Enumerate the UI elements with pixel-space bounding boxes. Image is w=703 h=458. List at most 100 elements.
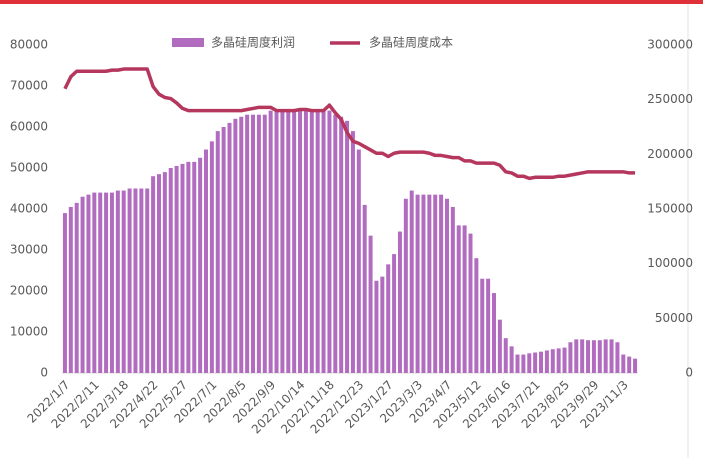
- bar: [98, 192, 103, 373]
- bar: [262, 114, 267, 373]
- bar: [86, 194, 91, 373]
- bar: [274, 110, 279, 373]
- bar: [68, 206, 73, 373]
- bar: [180, 163, 185, 373]
- bar: [621, 354, 626, 373]
- bar: [433, 194, 438, 373]
- bar: [550, 349, 555, 373]
- bar: [486, 278, 491, 373]
- bar: [368, 235, 373, 373]
- bar: [403, 198, 408, 373]
- bar: [215, 131, 220, 373]
- bar: [145, 188, 150, 373]
- bar: [609, 339, 614, 373]
- bar: [539, 351, 544, 373]
- bar: [315, 110, 320, 373]
- bar: [256, 114, 261, 373]
- bar: [462, 225, 467, 373]
- y-tick-label: 20000: [10, 284, 48, 298]
- y2-tick-label: 150000: [647, 202, 693, 216]
- bar: [209, 141, 214, 373]
- bar: [450, 206, 455, 373]
- bar: [104, 192, 109, 373]
- bar: [615, 342, 620, 373]
- bar: [556, 348, 561, 373]
- y2-tick-label: 200000: [647, 147, 693, 161]
- bar: [603, 339, 608, 373]
- line: [63, 67, 636, 181]
- bar: [198, 157, 203, 373]
- bar: [74, 202, 79, 373]
- bar: [380, 276, 385, 373]
- bar: [239, 116, 244, 373]
- top-strip: [0, 0, 703, 4]
- bar: [280, 110, 285, 373]
- bar: [392, 254, 397, 373]
- bar: [303, 110, 308, 373]
- bar: [415, 194, 420, 373]
- y-tick-label: 40000: [10, 202, 48, 216]
- bar: [109, 192, 114, 373]
- bar: [227, 122, 232, 374]
- bar: [562, 347, 567, 373]
- bar: [568, 342, 573, 373]
- y-tick-label: 50000: [10, 161, 48, 175]
- y2-tick-label: 50000: [655, 311, 693, 325]
- bar: [245, 114, 250, 373]
- bar: [133, 188, 138, 373]
- bar: [221, 127, 226, 373]
- bar: [127, 188, 132, 373]
- bar: [597, 340, 602, 373]
- bar: [268, 110, 273, 373]
- bar: [386, 264, 391, 373]
- bar: [62, 213, 67, 373]
- y-tick-label: 30000: [10, 243, 48, 257]
- bar: [168, 168, 173, 373]
- bar: [527, 353, 532, 373]
- bar: [409, 190, 414, 373]
- bar: [503, 338, 508, 373]
- bar: [292, 110, 297, 373]
- y2-tick-label: 0: [685, 366, 693, 380]
- bar: [468, 233, 473, 373]
- y-tick-label: 80000: [10, 38, 48, 52]
- bar: [444, 198, 449, 373]
- bar: [174, 165, 179, 373]
- y2-tick-label: 100000: [647, 256, 693, 270]
- bar: [427, 194, 432, 373]
- bar: [309, 110, 314, 373]
- bar: [327, 110, 332, 373]
- bar: [586, 340, 591, 373]
- bar: [350, 131, 355, 373]
- legend-label: 多晶硅周度利润: [211, 35, 295, 50]
- bar: [492, 293, 496, 373]
- bar: [162, 172, 167, 373]
- bar: [139, 188, 144, 373]
- legend-swatch: [172, 38, 204, 47]
- bar: [186, 161, 191, 373]
- bar: [533, 352, 538, 373]
- bar: [574, 339, 579, 373]
- bar: [544, 350, 549, 373]
- bar: [156, 174, 161, 373]
- bar: [456, 225, 461, 373]
- y-tick-label: 10000: [10, 325, 48, 339]
- bar: [286, 110, 291, 373]
- y-tick-label: 0: [40, 366, 48, 380]
- bar: [439, 194, 444, 373]
- bar: [92, 192, 97, 373]
- bar: [480, 278, 485, 373]
- bar: [356, 149, 361, 373]
- bar: [345, 120, 350, 373]
- bar: [362, 204, 367, 373]
- bar: [321, 110, 326, 373]
- y2-tick-label: 250000: [647, 92, 693, 106]
- bar: [633, 358, 638, 373]
- bar: [580, 339, 585, 373]
- bar: [121, 190, 126, 373]
- bar: [339, 116, 344, 373]
- bar: [233, 118, 238, 373]
- bar: [397, 231, 402, 373]
- bar: [192, 161, 197, 373]
